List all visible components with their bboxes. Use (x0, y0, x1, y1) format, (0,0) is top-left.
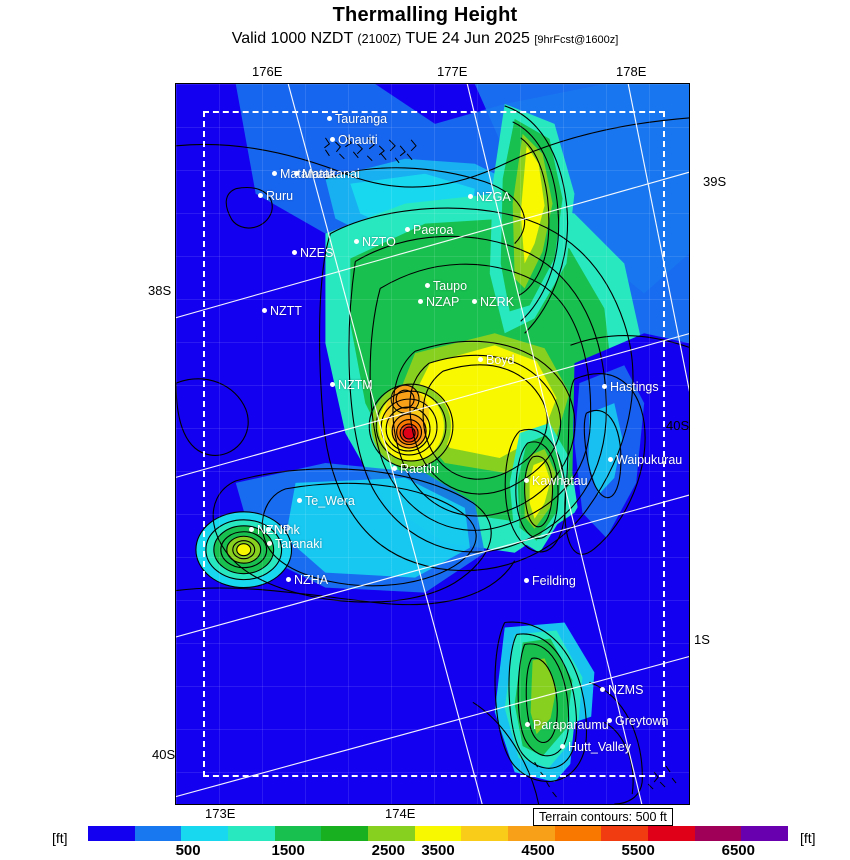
colorbar-tick: 4500 (521, 842, 555, 859)
valid-time: Valid 1000 NZDT (231, 30, 353, 47)
colorbar-tick: 6500 (721, 842, 755, 859)
longitude-label-3: 173E (205, 806, 236, 821)
valid-date: TUE 24 Jun 2025 (405, 30, 530, 47)
colorbar-segment (414, 826, 462, 841)
colorbar-tick: 5500 (621, 842, 655, 859)
colorbar-segment (694, 826, 742, 841)
longitude-label-2: 178E (616, 64, 647, 79)
colorbar-segment (508, 826, 555, 841)
colorbar-segment (554, 826, 602, 841)
colorbar-segment (741, 826, 789, 841)
forecast-tag: [9hrFcst@1600z] (534, 34, 619, 46)
colorbar-tick: 500 (175, 842, 201, 859)
colorbar-segment (274, 826, 322, 841)
colorbar-segment (601, 826, 649, 841)
terrain-contour-note: Terrain contours: 500 ft (533, 808, 673, 826)
title-block: Thermalling Height Valid 1000 NZDT (2100… (0, 0, 850, 48)
colorbar-segment (88, 826, 135, 841)
valid-time-utc: (2100Z) (357, 32, 402, 46)
latitude-label-2: 40S (666, 418, 690, 433)
colorbar-tick: 2500 (371, 842, 405, 859)
colorbar-swatches (88, 826, 789, 841)
colorbar-segment (321, 826, 369, 841)
page-title: Thermalling Height (332, 4, 518, 26)
colorbar-segment (134, 826, 182, 841)
colorbar-segment (181, 826, 229, 841)
latitude-label-3: 1S (694, 632, 710, 647)
latitude-label-1: 38S (148, 283, 172, 298)
longitude-label-4: 174E (385, 806, 416, 821)
longitude-label-0: 176E (252, 64, 283, 79)
colorbar-segment (368, 826, 415, 841)
thermalling-height-map[interactable] (175, 83, 690, 805)
longitude-label-1: 177E (437, 64, 468, 79)
latitude-label-0: 39S (703, 174, 727, 189)
colorbar-tick: 1500 (271, 842, 305, 859)
colorbar-tick: 3500 (421, 842, 455, 859)
colorbar-segment (228, 826, 275, 841)
latitude-label-4: 40S (152, 747, 176, 762)
colorbar-unit-right: [ft] (800, 830, 816, 846)
colorbar-segment (648, 826, 695, 841)
map-contour-canvas (176, 84, 689, 804)
colorbar: [ft] [ft] 500 1500 2500 3500 4500 5500 6500 (0, 822, 850, 860)
colorbar-segment (461, 826, 509, 841)
colorbar-unit-left: [ft] (52, 830, 68, 846)
validity-subtitle: Valid 1000 NZDT (2100Z) TUE 24 Jun 2025 … (0, 30, 850, 48)
colorbar-tick-labels: 500 1500 2500 3500 4500 5500 6500 (88, 842, 788, 860)
